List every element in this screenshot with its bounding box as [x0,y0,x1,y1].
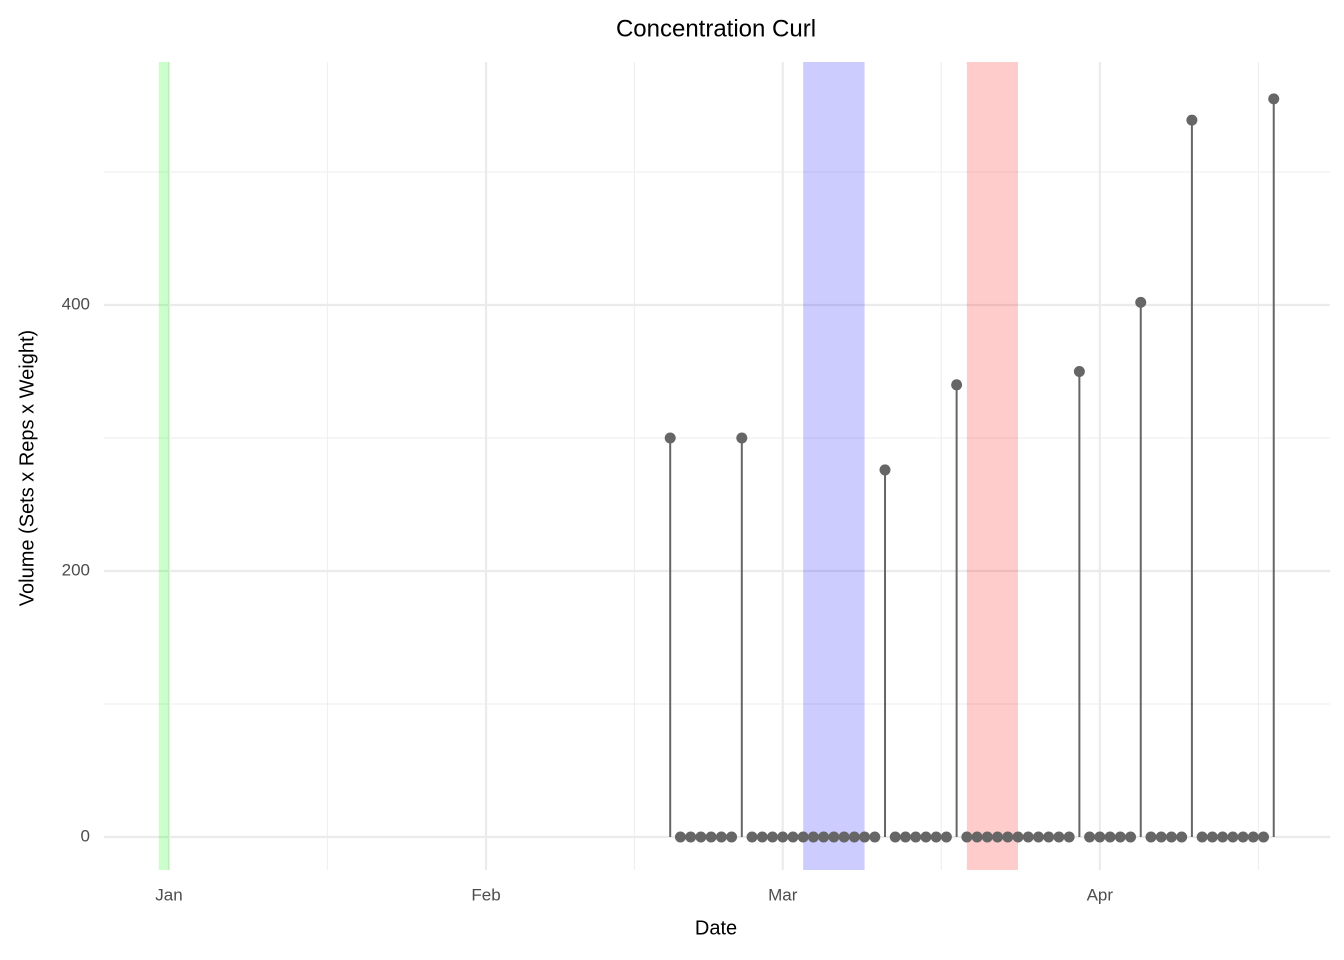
point [1084,831,1096,843]
point [1063,831,1075,843]
point [1155,831,1167,843]
point [940,831,952,843]
point [1114,831,1126,843]
point [705,831,717,843]
highlight-band [158,62,169,870]
point [1176,831,1188,843]
x-axis-title: Date [695,917,737,939]
y-tick-label: 0 [81,826,90,845]
point [1237,831,1249,843]
point [889,831,901,843]
x-tick-label: Jan [155,885,182,904]
point [685,831,697,843]
point [1032,831,1044,843]
point [1145,831,1157,843]
point [951,379,963,391]
point [1094,831,1106,843]
point [1268,93,1280,105]
x-tick-label: Feb [471,885,500,904]
point [971,831,983,843]
point [1104,831,1116,843]
point [920,831,932,843]
point [1073,366,1085,378]
point [910,831,922,843]
point [766,831,778,843]
point [807,831,819,843]
point [1135,296,1147,308]
point [1186,114,1198,126]
y-tick-label: 400 [62,294,90,313]
point [695,831,707,843]
point [838,831,850,843]
y-axis-title: Volume (Sets x Reps x Weight) [16,330,38,606]
x-tick-label: Mar [768,885,798,904]
grid [104,62,1330,870]
chart-title: Concentration Curl [616,15,816,42]
point [1227,831,1239,843]
highlight-band [803,62,865,870]
point [1043,831,1055,843]
point [981,831,993,843]
plot-area [158,62,1280,870]
point [859,831,871,843]
point [848,831,860,843]
point [715,831,727,843]
point [1217,831,1229,843]
point [736,432,748,444]
point [726,831,738,843]
point [777,831,789,843]
point [797,831,809,843]
point [787,831,799,843]
point [828,831,840,843]
point [961,831,973,843]
point [664,432,676,444]
highlight-band [966,62,1019,870]
point [879,464,891,476]
point [1125,831,1137,843]
x-tick-label: Apr [1087,885,1114,904]
y-tick-label: 200 [62,560,90,579]
point [756,831,768,843]
point [818,831,830,843]
point [1247,831,1259,843]
point [1053,831,1065,843]
point [899,831,911,843]
point [1258,831,1270,843]
point [674,831,686,843]
point [1206,831,1218,843]
point [1012,831,1024,843]
point [869,831,881,843]
point [1165,831,1177,843]
point [992,831,1004,843]
point [746,831,758,843]
point [930,831,942,843]
point [1022,831,1034,843]
point [1196,831,1208,843]
point [1002,831,1014,843]
